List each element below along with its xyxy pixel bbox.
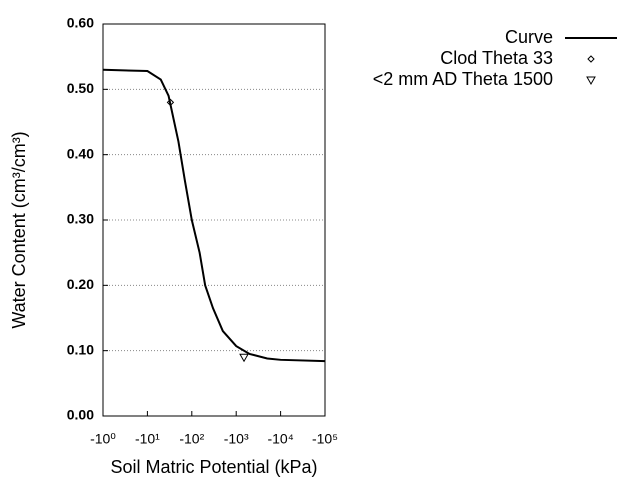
x-tick-label: -10¹ bbox=[135, 431, 160, 447]
curve bbox=[102, 68, 326, 363]
point bbox=[166, 98, 175, 107]
x-tick-label: -10² bbox=[179, 431, 204, 447]
y-tick-label: 0.30 bbox=[67, 211, 94, 227]
legend-swatch bbox=[586, 76, 596, 86]
y-tick-label: 0.40 bbox=[67, 145, 94, 161]
x-tick-label: -10⁰ bbox=[90, 431, 116, 447]
y-tick-label: 0.20 bbox=[67, 276, 94, 292]
legend-label: Clod Theta 33 bbox=[440, 48, 553, 68]
x-tick-label: -10⁴ bbox=[267, 431, 293, 447]
plot-frame bbox=[102, 23, 326, 417]
y-axis-title: Water Content (cm³/cm³) bbox=[9, 131, 29, 328]
legend-label: <2 mm AD Theta 1500 bbox=[373, 69, 553, 89]
y-tick-label: 0.00 bbox=[67, 407, 94, 423]
x-tick-label: -10⁵ bbox=[312, 431, 338, 447]
x-axis-title: Soil Matric Potential (kPa) bbox=[110, 457, 317, 477]
legend-label: Curve bbox=[505, 27, 553, 47]
y-tick-label: 0.50 bbox=[67, 80, 94, 96]
x-tick-label: -10³ bbox=[224, 431, 249, 447]
legend-swatch bbox=[587, 55, 595, 63]
y-tick-label: 0.60 bbox=[67, 15, 94, 31]
y-tick-label: 0.10 bbox=[67, 341, 94, 357]
point bbox=[239, 353, 249, 363]
